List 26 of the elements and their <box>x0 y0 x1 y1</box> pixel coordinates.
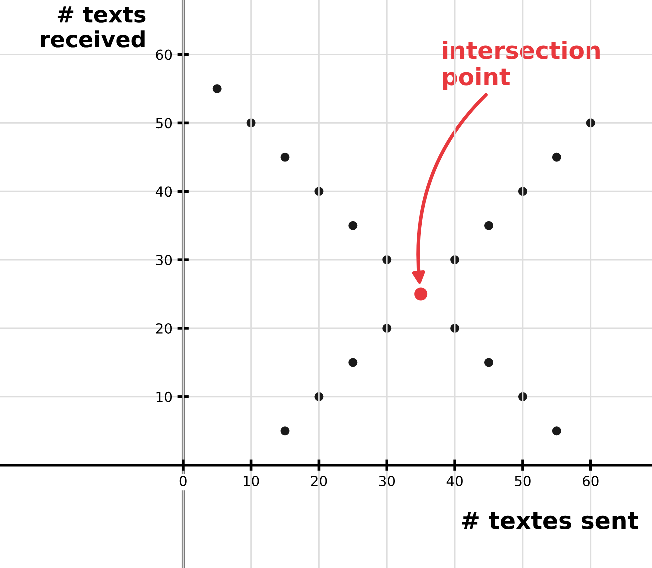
annotation: intersection point <box>443 41 600 90</box>
y-tick-label: 40 <box>156 186 172 198</box>
x-tick-label: 0 <box>180 476 187 487</box>
x-tick-label: 50 <box>515 476 531 487</box>
x-tick-label: 20 <box>311 476 328 487</box>
y-tick-label: 10 <box>156 392 172 402</box>
point <box>552 152 562 162</box>
point <box>484 221 494 230</box>
point <box>348 358 358 368</box>
x-axis-title: # textes sent <box>462 512 638 530</box>
x-tick-label: 30 <box>379 476 396 487</box>
y-tick-label: 60 <box>156 50 172 60</box>
point <box>552 426 562 436</box>
x-tick-label: 40 <box>446 476 463 487</box>
point <box>484 358 494 368</box>
point <box>212 84 222 94</box>
y-tick-label: 30 <box>156 255 172 266</box>
x-tick-label: 10 <box>244 476 260 487</box>
point <box>280 426 290 436</box>
x-tick-label: 60 <box>583 476 599 487</box>
point <box>348 221 358 230</box>
y-axis-title: # texts received <box>41 6 146 48</box>
y-tick-label: 20 <box>156 323 172 334</box>
point <box>280 152 290 162</box>
point <box>414 288 428 301</box>
y-tick-label: 50 <box>156 118 172 129</box>
